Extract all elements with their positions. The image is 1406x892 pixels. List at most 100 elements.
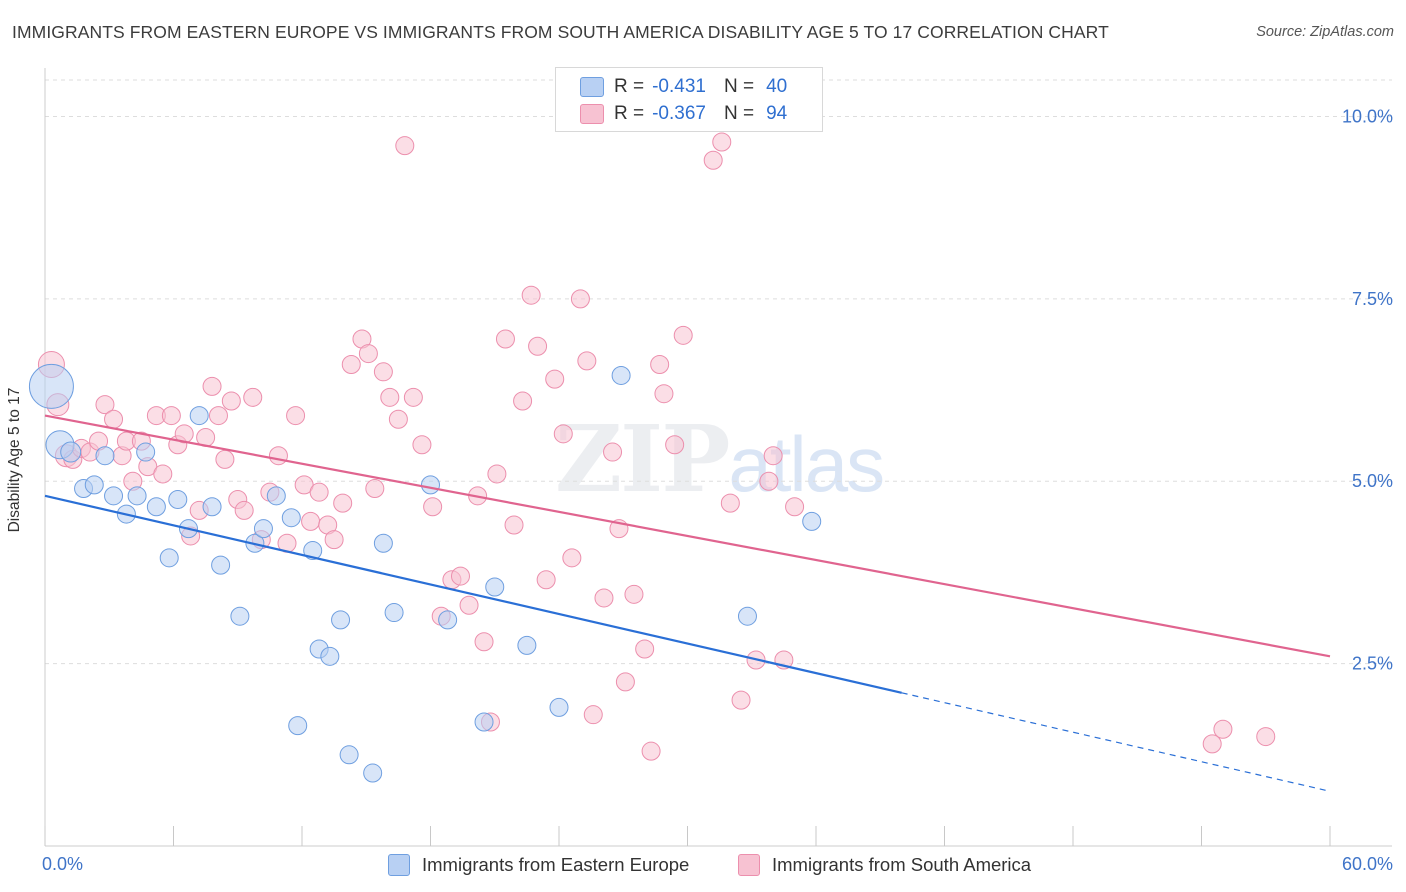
eastern-europe-point <box>253 519 273 539</box>
legend-n-value: 94 <box>766 103 788 124</box>
eastern-europe-point <box>211 555 231 575</box>
eastern-europe-point <box>84 475 104 495</box>
source-credit: Source: ZipAtlas.com <box>1256 24 1394 40</box>
south-america-point <box>301 511 321 531</box>
bottom-legend-label: Immigrants from Eastern Europe <box>422 854 690 875</box>
south-america-point <box>333 493 353 513</box>
legend-r-label: R = <box>614 76 645 97</box>
legend-r-value: -0.367 <box>652 103 706 124</box>
south-america-point <box>208 406 228 426</box>
x-tick-label: 60.0% <box>1342 854 1393 874</box>
south-america-point <box>624 584 644 604</box>
eastern-europe-point <box>127 486 147 506</box>
eastern-europe-point <box>168 489 188 509</box>
south-america-point <box>536 570 556 590</box>
south-america-point <box>395 136 415 156</box>
eastern-europe-point <box>549 697 569 717</box>
south-america-point <box>731 690 751 710</box>
eastern-europe-point <box>363 763 383 783</box>
eastern-europe-point <box>517 635 537 655</box>
y-tick-label: 10.0% <box>1342 106 1393 126</box>
watermark: ZIPatlas <box>555 405 885 513</box>
south-america-point <box>474 632 494 652</box>
bottom-legend-swatch-pink <box>738 854 760 876</box>
south-america-point <box>562 548 582 568</box>
south-america-point <box>577 351 597 371</box>
legend-n-value: 40 <box>766 76 788 97</box>
south-america-point <box>720 493 740 513</box>
legend-row-south-america: R = -0.367 N = 94 <box>580 103 787 125</box>
south-america-point <box>513 391 533 411</box>
south-america-point <box>388 409 408 429</box>
eastern-europe-point <box>266 486 286 506</box>
south-america-point <box>104 409 124 429</box>
south-america-point <box>615 672 635 692</box>
south-america-point <box>268 446 288 466</box>
south-america-point <box>202 376 222 396</box>
south-america-point <box>1256 727 1276 747</box>
eastern-europe-point <box>339 745 359 765</box>
south-america-point <box>673 325 693 345</box>
south-america-point <box>763 446 783 466</box>
south-america-point <box>785 497 805 517</box>
south-america-point <box>635 639 655 659</box>
south-america-point <box>1213 719 1233 739</box>
eastern-europe-point <box>159 548 179 568</box>
correlation-legend: R = -0.431 N = 40 R = -0.367 N = 94 <box>555 67 823 132</box>
eastern-europe-point <box>384 603 404 623</box>
eastern-europe-point <box>802 511 822 531</box>
legend-n-label: N = <box>723 103 755 124</box>
south-america-point <box>286 406 306 426</box>
legend-r-label: R = <box>614 103 645 124</box>
south-america-point <box>95 395 115 415</box>
south-america-point <box>650 355 670 375</box>
south-america-point <box>553 424 573 444</box>
eastern-europe-point <box>303 541 323 561</box>
eastern-europe-point <box>611 365 631 385</box>
legend-swatch-blue <box>580 77 604 97</box>
south-america-point <box>174 424 194 444</box>
south-america-point <box>1202 734 1222 754</box>
south-america-point <box>654 384 674 404</box>
legend-row-eastern-europe: R = -0.431 N = 40 <box>580 76 787 98</box>
eastern-europe-point <box>474 712 494 732</box>
south-america-point <box>759 471 779 491</box>
south-america-point <box>583 705 603 725</box>
legend-swatch-pink <box>580 104 604 124</box>
eastern-europe-point <box>60 441 82 463</box>
legend-n-label: N = <box>723 76 755 97</box>
y-tick-label: 2.5% <box>1352 654 1393 674</box>
south-america-point <box>243 387 263 407</box>
south-america-point <box>412 435 432 455</box>
y-tick-label: 7.5% <box>1352 289 1393 309</box>
bottom-legend-swatch-blue <box>388 854 410 876</box>
south-america-point <box>450 566 470 586</box>
y-tick-label: 5.0% <box>1352 471 1393 491</box>
chart-title: IMMIGRANTS FROM EASTERN EUROPE VS IMMIGR… <box>12 22 1109 42</box>
south-america-point <box>570 289 590 309</box>
south-america-point <box>358 344 378 364</box>
eastern-europe-point <box>373 533 393 553</box>
eastern-europe-point <box>421 475 440 495</box>
eastern-europe-point <box>146 497 166 517</box>
eastern-europe-point <box>28 363 74 409</box>
eastern-europe-point <box>95 446 115 466</box>
south-america-point <box>665 435 685 455</box>
south-america-point <box>528 336 548 356</box>
south-america-point <box>221 391 241 411</box>
eastern-europe-point <box>189 406 209 426</box>
eastern-europe-point <box>485 577 505 597</box>
y-axis-label: Disability Age 5 to 17 <box>6 387 23 533</box>
eastern-europe-point <box>202 497 222 517</box>
x-tick-label: 0.0% <box>42 854 83 874</box>
south-america-point <box>403 387 423 407</box>
south-america-point <box>487 464 507 484</box>
south-america-trendline <box>44 414 1331 658</box>
legend-r-value: -0.431 <box>652 76 706 97</box>
south-america-point <box>373 362 393 382</box>
bottom-legend-eastern-europe: Immigrants from Eastern Europe <box>388 852 689 878</box>
eastern-europe-point <box>438 610 458 630</box>
south-america-point <box>380 387 400 407</box>
south-america-point <box>504 515 524 535</box>
